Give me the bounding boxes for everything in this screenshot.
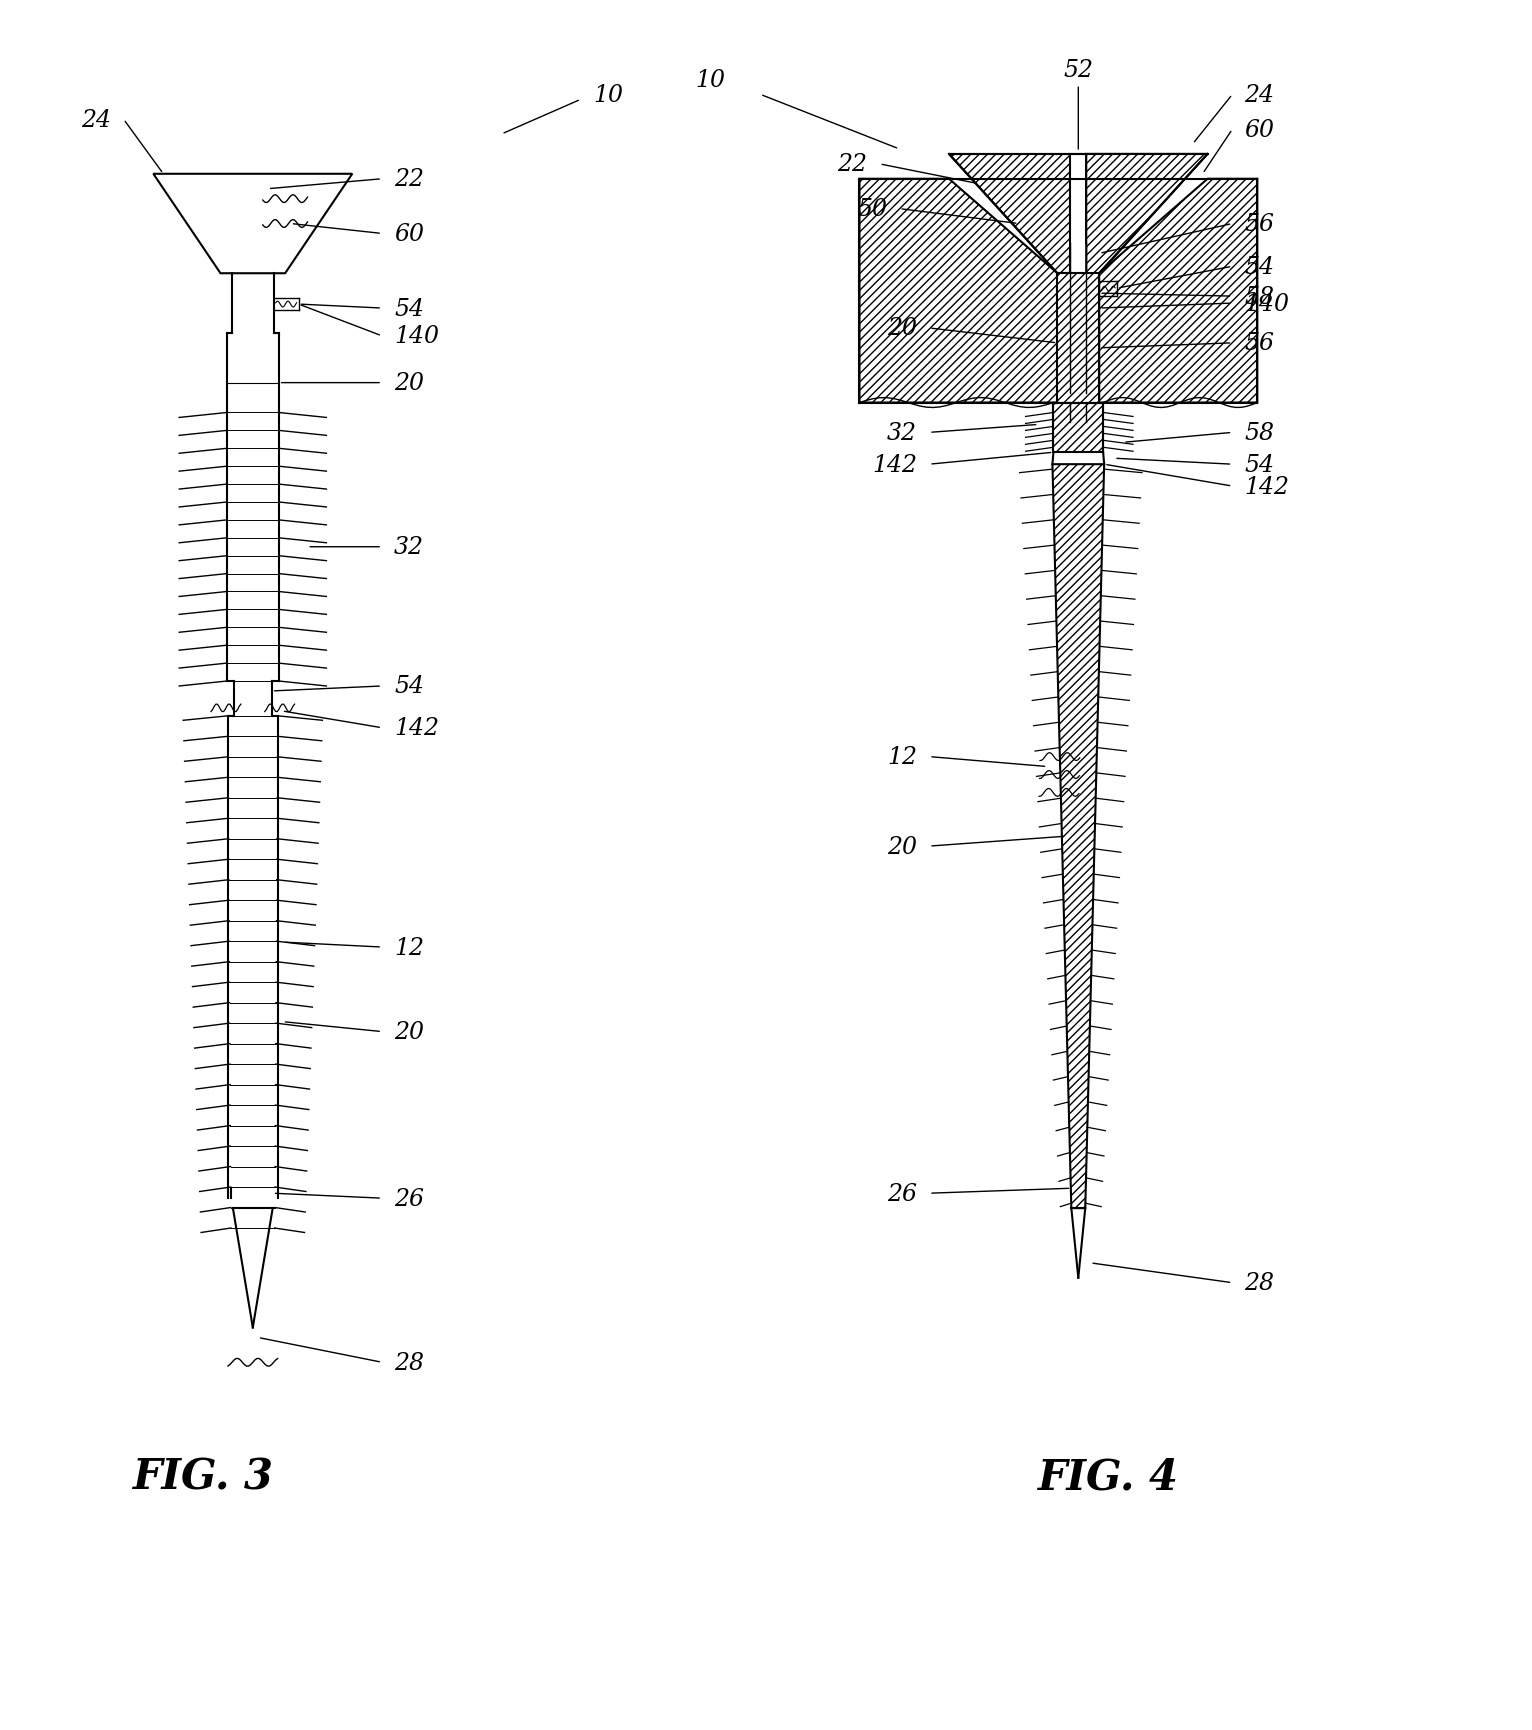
Text: 20: 20 bbox=[887, 317, 918, 341]
Text: 22: 22 bbox=[838, 154, 867, 176]
Text: 60: 60 bbox=[1244, 118, 1275, 142]
Text: 22: 22 bbox=[394, 168, 424, 190]
Text: 10: 10 bbox=[696, 69, 725, 92]
Text: 56: 56 bbox=[1244, 332, 1275, 355]
Text: 32: 32 bbox=[394, 536, 424, 559]
Text: 52: 52 bbox=[1063, 59, 1094, 81]
Text: 32: 32 bbox=[887, 422, 918, 445]
Text: 20: 20 bbox=[394, 372, 424, 394]
Text: 56: 56 bbox=[1244, 213, 1275, 235]
Text: 20: 20 bbox=[394, 1021, 424, 1043]
Text: 58: 58 bbox=[1244, 285, 1275, 308]
Text: 60: 60 bbox=[394, 223, 424, 246]
Text: 54: 54 bbox=[1244, 453, 1275, 476]
Text: FIG. 3: FIG. 3 bbox=[133, 1457, 274, 1498]
Polygon shape bbox=[1054, 403, 1103, 453]
Text: 50: 50 bbox=[858, 197, 887, 221]
Text: 28: 28 bbox=[1244, 1272, 1275, 1294]
Text: 12: 12 bbox=[887, 746, 918, 768]
Text: 54: 54 bbox=[1244, 256, 1275, 279]
Polygon shape bbox=[1098, 180, 1258, 403]
Text: 26: 26 bbox=[887, 1182, 918, 1206]
Text: 140: 140 bbox=[1244, 292, 1290, 315]
Text: 140: 140 bbox=[394, 325, 440, 348]
Text: 54: 54 bbox=[394, 675, 424, 699]
Polygon shape bbox=[859, 180, 1057, 403]
Text: 54: 54 bbox=[394, 298, 424, 320]
Text: 142: 142 bbox=[872, 453, 918, 476]
Text: 24: 24 bbox=[1244, 83, 1275, 107]
Polygon shape bbox=[1086, 154, 1207, 273]
Text: FIG. 4: FIG. 4 bbox=[1037, 1457, 1178, 1498]
Text: 28: 28 bbox=[394, 1351, 424, 1374]
Text: 58: 58 bbox=[1244, 422, 1275, 445]
Polygon shape bbox=[1057, 273, 1098, 403]
Polygon shape bbox=[948, 154, 1071, 273]
Text: 142: 142 bbox=[1244, 476, 1290, 498]
Text: 10: 10 bbox=[593, 83, 624, 107]
Text: 12: 12 bbox=[394, 936, 424, 958]
Text: 26: 26 bbox=[394, 1187, 424, 1209]
Text: 142: 142 bbox=[394, 716, 440, 740]
Text: 24: 24 bbox=[81, 109, 112, 131]
Text: 20: 20 bbox=[887, 836, 918, 858]
Polygon shape bbox=[1052, 465, 1105, 1209]
